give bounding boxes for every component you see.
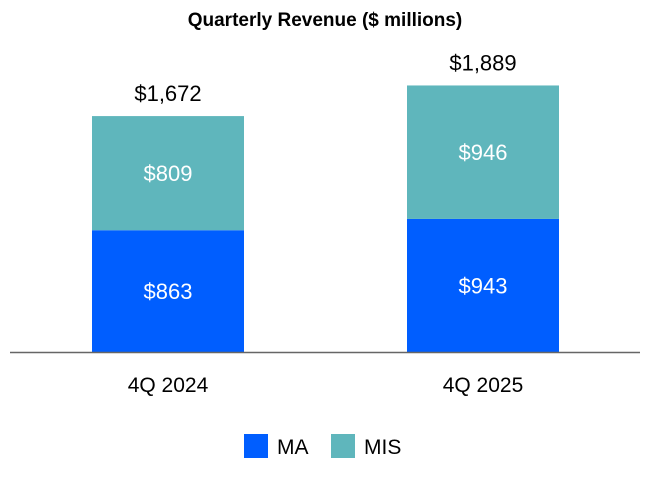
bar-mis-0 [92, 116, 244, 231]
legend-label-ma: MA [277, 436, 309, 459]
data-label: $809 [144, 161, 193, 186]
bar-ma-1 [407, 218, 559, 352]
legend-label-mis: MIS [364, 436, 401, 459]
x-tick-label: 4Q 2024 [128, 374, 209, 397]
total-label: $1,672 [134, 81, 201, 106]
x-tick-label: 4Q 2025 [443, 374, 524, 397]
data-label: $863 [144, 279, 193, 304]
bar-mis-1 [407, 85, 559, 219]
data-label: $946 [459, 140, 508, 165]
data-label: $943 [459, 273, 508, 298]
bar-ma-0 [92, 230, 244, 352]
legend: MA MIS [244, 434, 401, 459]
legend-swatch-mis [331, 434, 355, 458]
chart-title: Quarterly Revenue ($ millions) [188, 10, 463, 31]
legend-swatch-ma [244, 434, 268, 458]
total-label: $1,889 [449, 50, 516, 75]
